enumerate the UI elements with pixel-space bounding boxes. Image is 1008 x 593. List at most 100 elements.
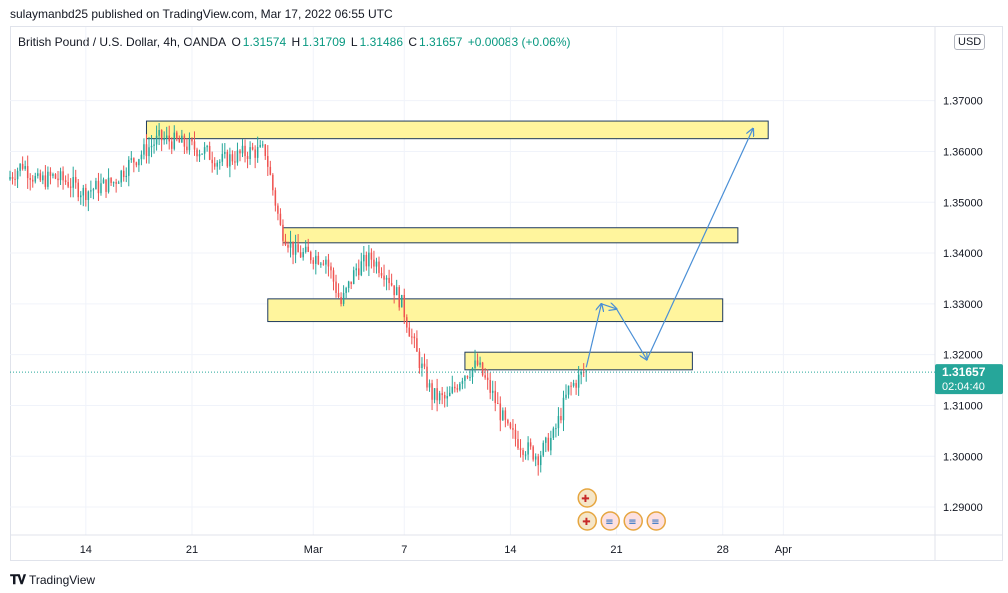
candle-body <box>370 252 373 260</box>
candle-body <box>534 456 537 460</box>
candle-body <box>532 446 534 460</box>
candle-body <box>335 281 337 293</box>
candle-body <box>221 153 224 162</box>
candle-body <box>196 149 198 157</box>
candle-body <box>52 174 54 176</box>
candle-body <box>39 173 42 181</box>
publisher-line: sulaymanbd25 published on TradingView.co… <box>10 7 393 21</box>
candle-body <box>388 277 390 284</box>
candle-body <box>332 270 335 282</box>
candle-body <box>67 181 69 187</box>
candle-body <box>562 397 565 421</box>
candle-body <box>82 187 85 196</box>
candle-body <box>406 317 408 328</box>
candle-body <box>383 275 385 280</box>
candle-body <box>547 437 550 451</box>
candle-body <box>97 180 100 194</box>
candle-body <box>529 442 532 447</box>
candle-body <box>317 255 320 265</box>
candle-body <box>555 428 557 430</box>
candle-body <box>292 241 294 255</box>
candle-body <box>125 175 128 178</box>
chart-frame[interactable] <box>10 26 1003 561</box>
projection-arrow <box>646 129 753 360</box>
x-tick-label: 28 <box>717 544 729 556</box>
candle-body <box>481 362 484 376</box>
event-flag-gb-icon <box>577 488 597 508</box>
candle-body <box>421 363 423 369</box>
candle-body <box>325 259 327 265</box>
candle-body <box>524 454 527 456</box>
candle-body <box>539 455 542 466</box>
candle-body <box>229 154 231 167</box>
event-flag-gb-icon <box>577 511 597 531</box>
open-value: 1.31574 <box>242 35 287 49</box>
candle-body <box>474 360 476 369</box>
x-tick-label: Mar <box>304 544 323 556</box>
candle-body <box>176 132 178 140</box>
candle-body <box>21 163 24 169</box>
tradingview-logo-icon: 𝐓𝐕 <box>10 572 26 587</box>
x-tick-label: Apr <box>775 544 792 556</box>
high-label: H <box>291 35 301 49</box>
candle-body <box>302 252 304 258</box>
candle-body <box>57 178 59 181</box>
candle-body <box>211 159 213 164</box>
candle-body <box>352 270 355 284</box>
candle-body <box>24 166 26 169</box>
projection-arrow <box>601 304 616 309</box>
candle-body <box>378 261 380 274</box>
candle-body <box>191 139 193 142</box>
event-flag-glyph: ✚ <box>581 494 589 505</box>
candle-body <box>198 154 201 157</box>
candle-body <box>140 154 143 160</box>
candle-body <box>246 156 249 159</box>
candle-body <box>320 263 322 265</box>
candle-body <box>363 254 365 262</box>
candle-body <box>307 246 309 252</box>
candle-body <box>287 244 289 248</box>
currency-badge[interactable]: USD <box>954 34 986 50</box>
candle-body <box>213 163 216 167</box>
candle-body <box>42 175 44 181</box>
candle-body <box>188 139 191 151</box>
candle-body <box>256 146 259 158</box>
candle-body <box>19 163 21 171</box>
y-tick-label: 1.32000 <box>943 350 983 362</box>
candle-body <box>153 144 155 146</box>
support-resistance-zone <box>145 120 769 140</box>
candle-body <box>448 392 451 396</box>
candle-body <box>163 138 165 141</box>
candle-body <box>11 177 14 179</box>
candle-body <box>231 154 234 162</box>
change-value: +0.00083 (+0.06%) <box>467 35 571 49</box>
projection-arrow <box>585 304 601 368</box>
y-tick-label: 1.29000 <box>943 502 983 514</box>
low-label: L <box>350 35 358 49</box>
candle-body <box>398 287 400 308</box>
candle-body <box>350 281 352 284</box>
candle-body <box>446 395 448 399</box>
candle-body <box>117 182 120 184</box>
candle-body <box>552 428 555 438</box>
candle-body <box>72 176 74 188</box>
y-tick-label: 1.33000 <box>943 299 983 311</box>
candle-body <box>165 135 168 139</box>
candle-body <box>133 158 135 163</box>
candle-body <box>64 180 67 182</box>
candle-body <box>259 144 261 147</box>
candle-body <box>416 338 418 352</box>
candle-body <box>26 166 29 179</box>
candle-body <box>570 385 572 387</box>
candle-body <box>59 171 62 181</box>
candle-body <box>469 377 471 379</box>
y-tick-label: 1.31000 <box>943 400 983 412</box>
candle-body <box>143 144 145 155</box>
candle-body <box>122 170 125 178</box>
symbol-legend[interactable]: British Pound / U.S. Dollar, 4h, OANDA O… <box>18 35 573 49</box>
footer-brand[interactable]: 𝐓𝐕 TradingView <box>10 572 95 588</box>
candle-body <box>565 394 567 398</box>
candle-body <box>183 135 186 147</box>
candle-body <box>461 380 464 384</box>
